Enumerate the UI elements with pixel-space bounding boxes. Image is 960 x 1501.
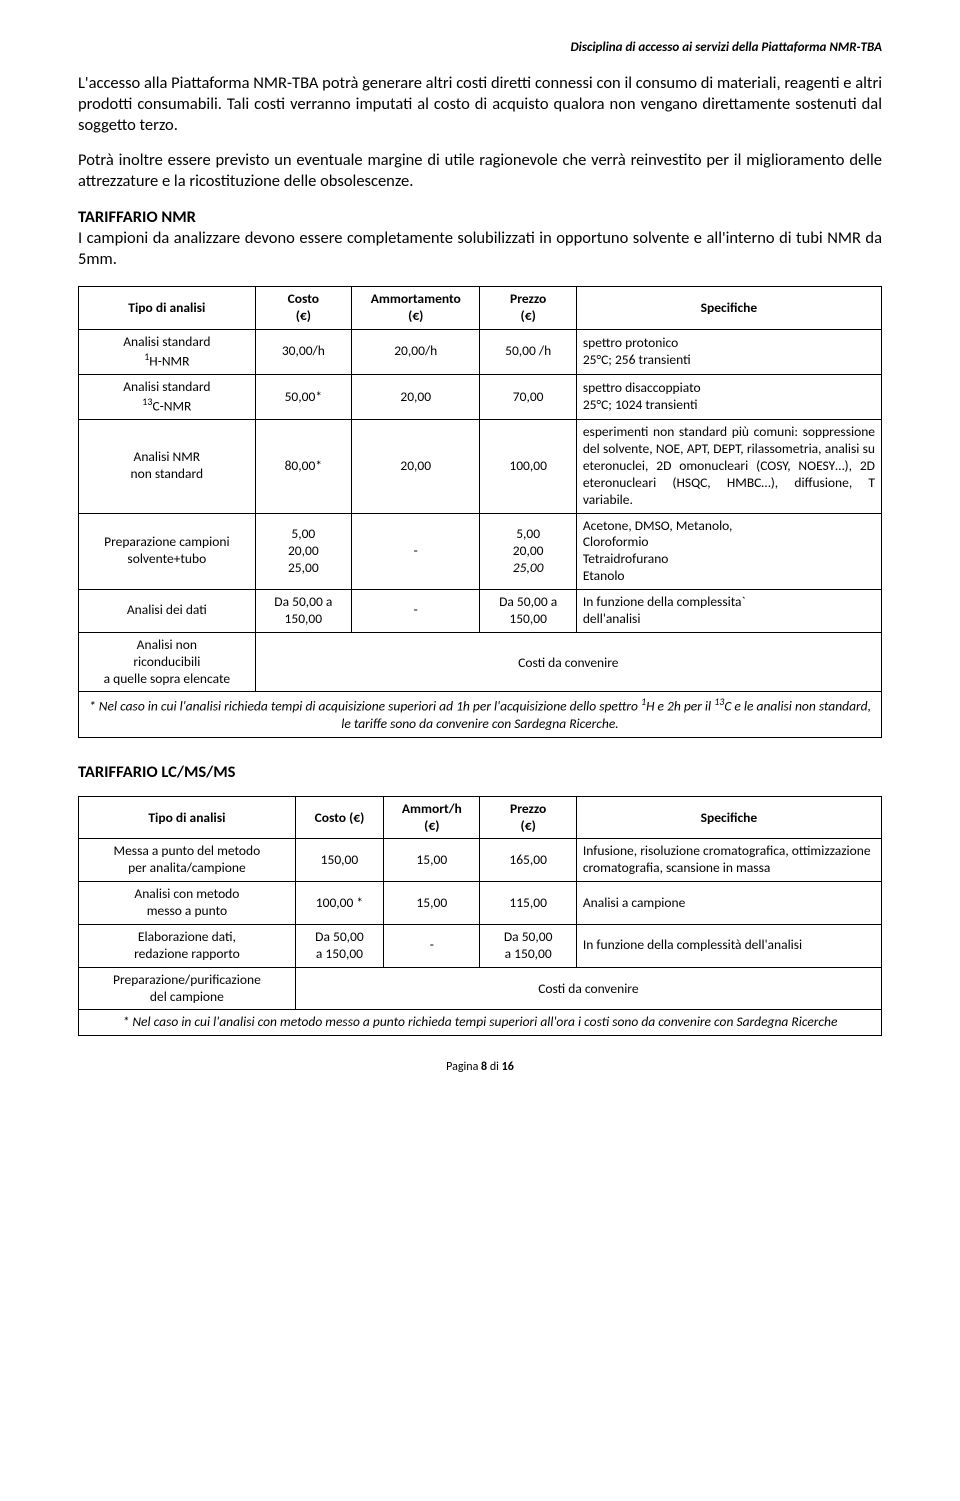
page-footer: Pagina 8 di 16 xyxy=(78,1060,882,1074)
col-header-price: Prezzo(€) xyxy=(480,796,576,839)
cell-type: Analisi standard13C-NMR xyxy=(79,374,256,419)
nmr-pricing-table: Tipo di analisi Costo(€) Ammortamento(€)… xyxy=(78,286,882,738)
cell-amm: 15,00 xyxy=(384,882,480,925)
cell-type: Analisi dei dati xyxy=(79,590,256,633)
cell-spec: Infusione, risoluzione cromatografica, o… xyxy=(576,839,881,882)
cell-cost: 150,00 xyxy=(295,839,383,882)
cell-amm: 20,00 xyxy=(352,374,480,419)
col-header-amm: Ammortamento(€) xyxy=(352,286,480,329)
cell-spec: spettro disaccoppiato25°C; 1024 transien… xyxy=(576,374,881,419)
cell-price: 5,0020,0025,00 xyxy=(480,513,576,590)
cell-spec: Acetone, DMSO, Metanolo,CloroformioTetra… xyxy=(576,513,881,590)
table-row: Preparazione campionisolvente+tubo5,0020… xyxy=(79,513,882,590)
table-row: Messa a punto del metodoper analita/camp… xyxy=(79,839,882,882)
intro-paragraph-2: Potrà inoltre essere previsto un eventua… xyxy=(78,150,882,192)
table-header-row: Tipo di analisi Costo(€) Ammortamento(€)… xyxy=(79,286,882,329)
cell-price: 165,00 xyxy=(480,839,576,882)
cell-merged: Costi da convenire xyxy=(295,967,881,1010)
lcms-footnote: * Nel caso in cui l'analisi con metodo m… xyxy=(79,1010,882,1036)
cell-spec: In funzione della complessità dell'anali… xyxy=(576,924,881,967)
cell-cost: 80,00* xyxy=(255,420,351,513)
cell-cost: 50,00* xyxy=(255,374,351,419)
section-nmr-block: TARIFFARIO NMR I campioni da analizzare … xyxy=(78,207,882,270)
cell-spec: esperimenti non standard più comuni: sop… xyxy=(576,420,881,513)
page-of: di xyxy=(490,1060,499,1074)
table-row: Analisi dei datiDa 50,00 a150,00-Da 50,0… xyxy=(79,590,882,633)
cell-type: Analisi con metodomesso a punto xyxy=(79,882,296,925)
cell-amm: 20,00/h xyxy=(352,329,480,374)
cell-cost: 30,00/h xyxy=(255,329,351,374)
header-title: Disciplina di accesso ai servizi della P… xyxy=(78,40,882,55)
table-row: Analisi NMRnon standard80,00*20,00100,00… xyxy=(79,420,882,513)
cell-price: 115,00 xyxy=(480,882,576,925)
cell-type: Preparazione campionisolvente+tubo xyxy=(79,513,256,590)
cell-cost: Da 50,00a 150,00 xyxy=(295,924,383,967)
col-header-cost: Costo (€) xyxy=(295,796,383,839)
cell-merged: Costi da convenire xyxy=(255,632,881,692)
cell-amm: 15,00 xyxy=(384,839,480,882)
intro-paragraph-1: L'accesso alla Piattaforma NMR-TBA potrà… xyxy=(78,73,882,136)
cell-price: Da 50,00a 150,00 xyxy=(480,924,576,967)
col-header-type: Tipo di analisi xyxy=(79,286,256,329)
col-header-price: Prezzo(€) xyxy=(480,286,576,329)
cell-price: 100,00 xyxy=(480,420,576,513)
col-header-spec: Specifiche xyxy=(576,286,881,329)
cell-amm: - xyxy=(352,513,480,590)
cell-cost: Da 50,00 a150,00 xyxy=(255,590,351,633)
cell-type: Analisi standard1H-NMR xyxy=(79,329,256,374)
cell-type: Analisi nonriconducibilia quelle sopra e… xyxy=(79,632,256,692)
cell-type: Messa a punto del metodoper analita/camp… xyxy=(79,839,296,882)
col-header-amm: Ammort/h(€) xyxy=(384,796,480,839)
cell-type: Analisi NMRnon standard xyxy=(79,420,256,513)
col-header-cost: Costo(€) xyxy=(255,286,351,329)
page-total: 16 xyxy=(502,1060,514,1074)
col-header-type: Tipo di analisi xyxy=(79,796,296,839)
cell-cost: 100,00 * xyxy=(295,882,383,925)
nmr-footnote: * Nel caso in cui l'analisi richieda tem… xyxy=(79,692,882,737)
section-lcms-title: TARIFFARIO LC/MS/MS xyxy=(78,762,882,782)
section-nmr-title: TARIFFARIO NMR xyxy=(78,207,196,227)
cell-price: 70,00 xyxy=(480,374,576,419)
table-header-row: Tipo di analisi Costo (€) Ammort/h(€) Pr… xyxy=(79,796,882,839)
table-row: Analisi standard1H-NMR30,00/h20,00/h50,0… xyxy=(79,329,882,374)
table-row: Analisi nonriconducibilia quelle sopra e… xyxy=(79,632,882,692)
page-current: 8 xyxy=(481,1060,487,1074)
cell-type: Elaborazione dati,redazione rapporto xyxy=(79,924,296,967)
col-header-spec: Specifiche xyxy=(576,796,881,839)
lcms-footnote-row: * Nel caso in cui l'analisi con metodo m… xyxy=(79,1010,882,1036)
cell-amm: - xyxy=(384,924,480,967)
table-row: Preparazione/purificazionedel campioneCo… xyxy=(79,967,882,1010)
cell-spec: In funzione della complessita`dell'anali… xyxy=(576,590,881,633)
page-label: Pagina xyxy=(446,1060,478,1074)
cell-price: 50,00 /h xyxy=(480,329,576,374)
cell-amm: - xyxy=(352,590,480,633)
table-row: Analisi standard13C-NMR50,00*20,0070,00s… xyxy=(79,374,882,419)
section-nmr-intro: I campioni da analizzare devono essere c… xyxy=(78,228,882,269)
cell-amm: 20,00 xyxy=(352,420,480,513)
cell-spec: spettro protonico25°C; 256 transienti xyxy=(576,329,881,374)
cell-spec: Analisi a campione xyxy=(576,882,881,925)
lcms-table-body: Messa a punto del metodoper analita/camp… xyxy=(79,839,882,1010)
lcms-pricing-table: Tipo di analisi Costo (€) Ammort/h(€) Pr… xyxy=(78,796,882,1037)
nmr-table-body: Analisi standard1H-NMR30,00/h20,00/h50,0… xyxy=(79,329,882,692)
cell-type: Preparazione/purificazionedel campione xyxy=(79,967,296,1010)
cell-price: Da 50,00 a150,00 xyxy=(480,590,576,633)
cell-cost: 5,0020,0025,00 xyxy=(255,513,351,590)
table-row: Elaborazione dati,redazione rapportoDa 5… xyxy=(79,924,882,967)
nmr-footnote-row: * Nel caso in cui l'analisi richieda tem… xyxy=(79,692,882,737)
table-row: Analisi con metodomesso a punto100,00 *1… xyxy=(79,882,882,925)
